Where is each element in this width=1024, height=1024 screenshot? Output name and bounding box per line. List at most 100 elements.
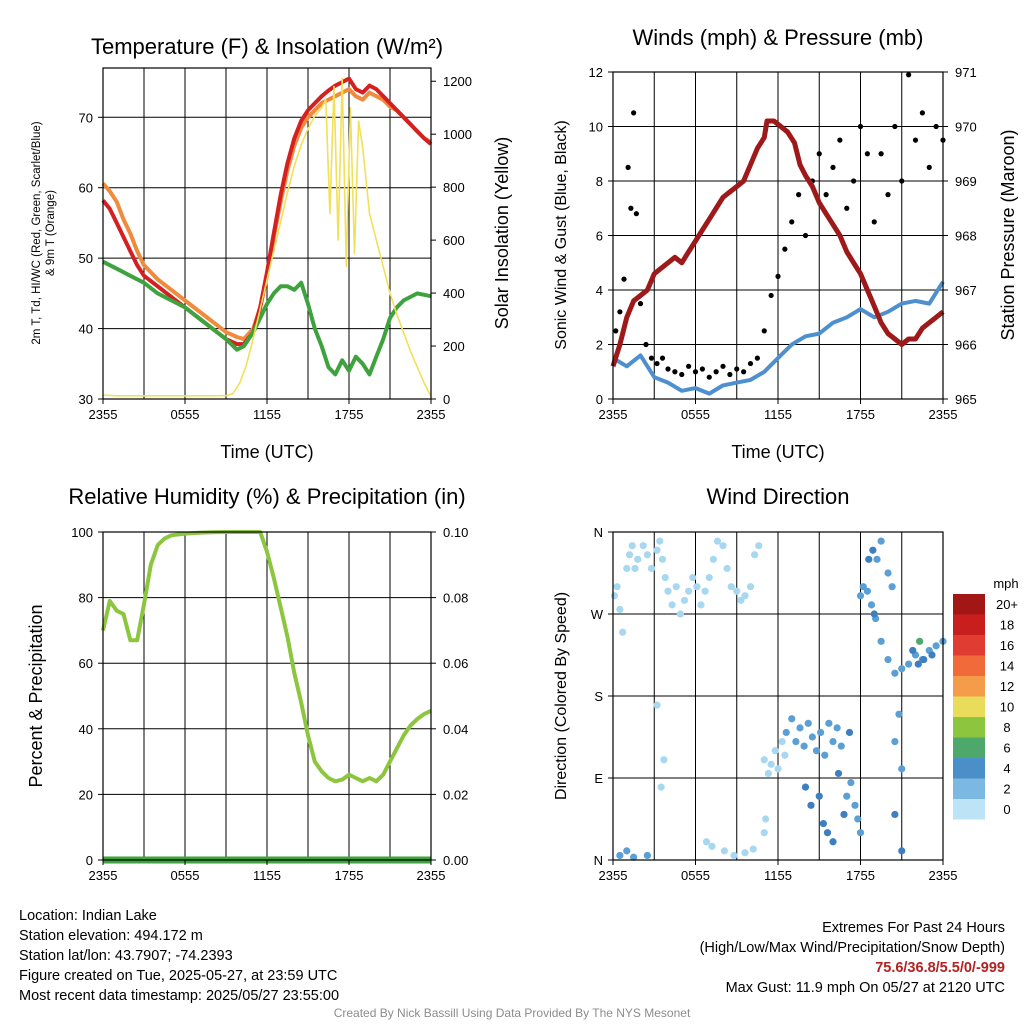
y-tick-label: N	[594, 853, 603, 868]
direction-point	[623, 847, 631, 855]
gust-point	[789, 219, 795, 225]
direction-point	[762, 815, 770, 823]
gust-point	[747, 360, 754, 367]
x-tick-label: 2355	[599, 407, 628, 422]
direction-point	[817, 728, 825, 737]
gust-point	[665, 366, 671, 372]
direction-point	[905, 660, 913, 668]
gust-point	[816, 151, 822, 157]
direction-point	[680, 596, 689, 604]
direction-point	[672, 583, 680, 591]
direction-point	[625, 551, 634, 559]
figure-created: Figure created on Tue, 2025-05-27, at 23…	[19, 968, 338, 984]
direction-point	[653, 546, 661, 554]
gust-point	[686, 363, 692, 369]
direction-point	[888, 583, 896, 591]
legend-label: 20+	[996, 597, 1018, 612]
direction-point	[774, 765, 782, 773]
y-tick-label: 0	[86, 853, 93, 868]
x-axis-title: Time (UTC)	[220, 442, 313, 462]
gust-point	[906, 72, 912, 78]
x-tick-label: 1755	[846, 868, 875, 883]
gust-point	[679, 371, 685, 378]
direction-point	[837, 742, 845, 750]
direction-point	[661, 573, 669, 582]
direction-point	[829, 737, 837, 746]
series-line-1	[101, 76, 433, 347]
x-tick-label: 0555	[171, 868, 200, 883]
direction-point	[840, 810, 848, 819]
gust-point	[885, 192, 891, 198]
y2-tick-label: 800	[443, 180, 465, 195]
direction-point	[804, 719, 812, 727]
legend-swatch	[953, 635, 985, 656]
x-tick-label: 2355	[599, 868, 628, 883]
gust-point	[782, 246, 788, 252]
gust-point	[637, 301, 644, 307]
x-tick-label: 1755	[846, 407, 875, 422]
direction-point	[619, 628, 627, 636]
series-line-2	[102, 259, 432, 377]
legend-title: mph	[993, 576, 1018, 591]
direction-point	[755, 542, 763, 550]
direction-point	[807, 801, 815, 809]
gust-point	[796, 192, 802, 198]
gust-point	[768, 292, 774, 299]
x-tick-label: 2355	[417, 868, 446, 883]
gust-point	[754, 355, 760, 361]
direction-point	[737, 596, 745, 604]
direction-point	[877, 537, 885, 545]
direction-point	[854, 815, 862, 823]
legend-swatch	[953, 614, 985, 635]
gust-point	[892, 123, 898, 130]
y2-tick-label: 0.08	[443, 591, 468, 606]
y-tick-label: 4	[596, 283, 603, 298]
y-tick-label: S	[594, 689, 603, 704]
y2-axis-title: Solar Insolation (Yellow)	[492, 137, 512, 329]
direction-point	[653, 701, 661, 709]
y-tick-label: N	[594, 525, 603, 540]
y2-tick-label: 971	[955, 65, 977, 80]
y-tick-label: 70	[79, 110, 93, 125]
direction-point	[730, 851, 738, 860]
y-tick-label: 10	[589, 120, 603, 135]
pressure-line	[610, 118, 945, 368]
x-tick-label: 1155	[253, 868, 281, 883]
direction-point	[928, 651, 936, 659]
x-tick-label: 2355	[929, 868, 958, 883]
direction-point	[829, 838, 837, 846]
gust-point	[713, 369, 719, 375]
y2-tick-label: 967	[955, 283, 977, 298]
y2-tick-label: 965	[955, 392, 977, 407]
legend-label: 16	[1000, 638, 1014, 653]
x-tick-label: 1155	[764, 868, 792, 883]
legend-swatch	[953, 696, 985, 717]
y2-tick-label: 200	[443, 339, 465, 354]
x-tick-label: 0555	[681, 407, 710, 422]
direction-point	[859, 583, 867, 591]
y-axis-title-line1: 2m T, Td, HI/WC (Red, Green, Scarlet/Blu…	[31, 121, 43, 344]
y-tick-label: W	[591, 607, 604, 622]
direction-point	[909, 646, 917, 655]
chart-title: Relative Humidity (%) & Precipitation (i…	[68, 484, 465, 509]
direction-point	[705, 573, 713, 582]
legend-swatch	[953, 655, 985, 676]
gust-point	[621, 276, 627, 282]
gust-point	[851, 178, 857, 184]
direction-point	[719, 542, 727, 550]
direction-point	[884, 569, 892, 577]
legend-label: 2	[1003, 782, 1010, 797]
direction-point	[834, 769, 843, 778]
direction-point	[760, 829, 768, 837]
direction-point	[658, 555, 667, 563]
direction-point	[767, 760, 775, 768]
y2-tick-label: 400	[443, 286, 465, 301]
direction-point	[891, 737, 899, 746]
x-tick-label: 1755	[335, 407, 364, 422]
x-tick-label: 0555	[171, 407, 200, 422]
gust-point	[802, 232, 809, 239]
gust-point	[830, 164, 836, 170]
direction-point	[812, 747, 821, 755]
